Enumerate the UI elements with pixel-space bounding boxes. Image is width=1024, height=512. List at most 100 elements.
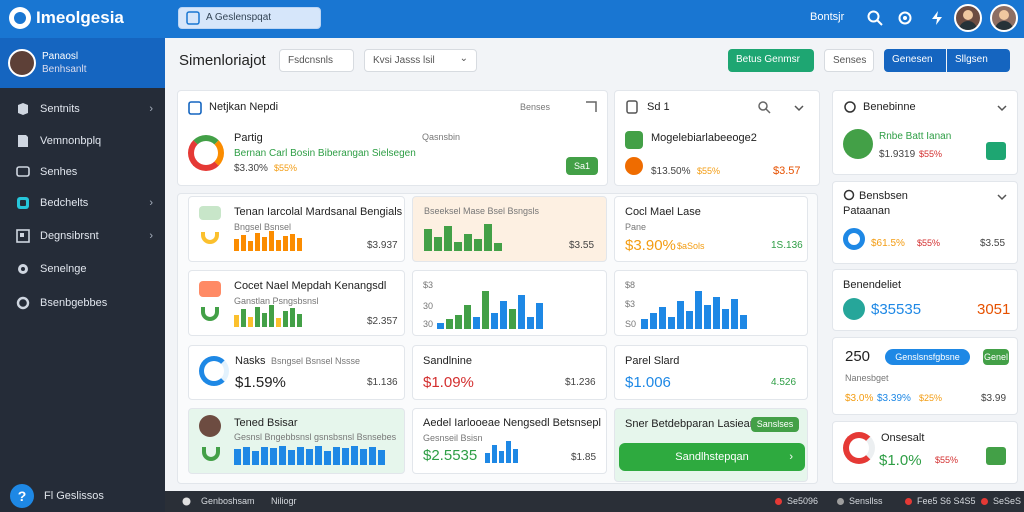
status-bar: Genboshsam Niliogr Se5096 Sensllss Fee5 … bbox=[165, 491, 1024, 512]
status-icon bbox=[625, 157, 643, 175]
sidebar-item-1[interactable]: Sentnits › bbox=[0, 95, 165, 125]
sidebar-item-3[interactable]: Senhes bbox=[0, 158, 165, 188]
status-badge[interactable]: Sanslses bbox=[751, 417, 799, 432]
top-bar: Imeolgesia A Geslenspqat Bontsjr bbox=[0, 0, 1024, 38]
avatar[interactable] bbox=[954, 4, 982, 32]
bar bbox=[269, 231, 274, 251]
bar bbox=[446, 319, 453, 329]
bar bbox=[491, 313, 498, 329]
bar bbox=[509, 309, 516, 329]
item-delta: $25% bbox=[919, 393, 943, 403]
avatar-secondary[interactable] bbox=[990, 4, 1018, 32]
sidebar-item-label: Bedchelts bbox=[40, 197, 89, 209]
blue-action-button-2[interactable]: Sllgsen bbox=[947, 49, 1010, 72]
bar bbox=[255, 233, 260, 251]
bar bbox=[288, 450, 295, 465]
bar bbox=[482, 291, 489, 329]
primary-cta-button[interactable]: Sandlhstepqan › bbox=[619, 443, 805, 471]
card-delta: $aSols bbox=[677, 241, 705, 251]
check-icon bbox=[625, 131, 643, 149]
app-title: Imeolgesia bbox=[36, 8, 124, 27]
top-link[interactable]: Bontsjr bbox=[810, 11, 845, 23]
blue-action-button[interactable]: Genesen bbox=[884, 49, 946, 72]
sidebar-user[interactable]: Panaosl Benhsanlt bbox=[0, 38, 165, 88]
card-title: Netjkan Nepdi bbox=[209, 101, 279, 113]
bar bbox=[500, 301, 507, 329]
chat-icon bbox=[16, 166, 30, 177]
bar bbox=[306, 449, 313, 465]
bar bbox=[276, 318, 281, 327]
bar bbox=[248, 317, 253, 327]
bar-chart bbox=[234, 305, 302, 327]
axis-label-3: S0 bbox=[625, 319, 637, 329]
status-badge[interactable]: Genslsnsfgbsne bbox=[885, 349, 970, 365]
card-c6: Cocet Nael Mepdah Kenangsdl Ganstlan Psn… bbox=[188, 270, 405, 336]
status-badge-2[interactable]: Genel bbox=[983, 349, 1009, 365]
card-c9: Nasks Bsngsel Bsnsel Nssse $1.59% $1.136 bbox=[188, 345, 405, 400]
status-dot-red bbox=[905, 498, 912, 505]
card-title: Bseeksel Mase Bsel Bsngsls bbox=[424, 206, 540, 216]
bolt-icon[interactable] bbox=[928, 9, 946, 27]
action-button[interactable] bbox=[986, 142, 1006, 160]
chevron-down-icon[interactable] bbox=[995, 101, 1009, 115]
status-icon bbox=[843, 129, 873, 159]
bar bbox=[243, 447, 250, 465]
sidebar-item-7[interactable]: Bsenbgebbes bbox=[0, 289, 165, 319]
search-icon[interactable] bbox=[757, 100, 771, 114]
search-icon[interactable] bbox=[866, 9, 884, 27]
item-mid-value: $3.39% bbox=[877, 393, 911, 404]
sidebar-item-5[interactable]: Degnsibrsnt › bbox=[0, 222, 165, 252]
card-button[interactable]: Sa1 bbox=[566, 157, 598, 175]
card-title: Tenan Iarcolal Mardsanal Bengials bbox=[234, 206, 403, 218]
bar bbox=[351, 446, 358, 465]
card-value: $1.09% bbox=[423, 374, 474, 391]
bar bbox=[473, 317, 480, 329]
help-label[interactable]: Fl Geslissos bbox=[44, 490, 104, 502]
bar bbox=[484, 224, 492, 251]
help-icon[interactable]: ? bbox=[10, 484, 34, 508]
settings-icon[interactable] bbox=[896, 9, 914, 27]
bar bbox=[499, 451, 504, 463]
sidebar-item-label: Bsenbgebbes bbox=[40, 297, 108, 309]
secondary-button[interactable]: Senses bbox=[824, 49, 874, 72]
sidebar-item-2[interactable]: Vemnonbplq bbox=[0, 127, 165, 157]
item-value: $35535 bbox=[871, 301, 922, 318]
bar bbox=[276, 240, 281, 251]
axis-label-3: 30 bbox=[423, 319, 434, 329]
card-c12: Tened Bsisar Gesnsl Bngebbsnsl gsnsbsnsl… bbox=[188, 408, 405, 474]
bar bbox=[369, 447, 376, 465]
filter-dropdown[interactable]: Kvsi Jasss lsil ⌄ bbox=[364, 49, 477, 72]
footer-label-2[interactable]: Niliogr bbox=[271, 496, 297, 506]
card-subtitle: Gesnseil Bsisn bbox=[423, 433, 483, 443]
status-dot-red bbox=[981, 498, 988, 505]
primary-action-button[interactable]: Betus Genmsr bbox=[728, 49, 814, 72]
item-title: Mogelebiarlabeeoge2 bbox=[651, 132, 757, 144]
sidebar-item-label: Sentnits bbox=[40, 103, 80, 115]
bar-chart bbox=[234, 445, 385, 465]
chevron-down-icon[interactable] bbox=[995, 190, 1009, 204]
clipboard-icon bbox=[626, 100, 638, 114]
filter-button[interactable]: Fsdcnsnls bbox=[279, 49, 354, 72]
bar bbox=[713, 297, 720, 329]
gear-icon bbox=[18, 264, 28, 274]
card-2: Sd 1 Mogelebiarlabeeoge2 $13.50% $55% $3… bbox=[614, 90, 820, 186]
sidebar-item-6[interactable]: Senelnge bbox=[0, 255, 165, 285]
bar bbox=[279, 446, 286, 465]
bar bbox=[333, 447, 340, 465]
bar bbox=[536, 303, 543, 329]
action-button[interactable] bbox=[986, 447, 1006, 465]
card-c13: Aedel Iarlooeae Nengsedl Betsnsepl Gesns… bbox=[412, 408, 607, 474]
expand-icon[interactable] bbox=[583, 99, 599, 115]
bar bbox=[474, 239, 482, 251]
bar bbox=[506, 441, 511, 463]
logo-icon bbox=[9, 7, 31, 29]
bar bbox=[437, 323, 444, 329]
sidebar-item-4[interactable]: Bedchelts › bbox=[0, 189, 165, 219]
card-right-value: $1.236 bbox=[565, 377, 596, 388]
search-input[interactable]: A Geslenspqat bbox=[178, 7, 321, 29]
chevron-down-icon[interactable] bbox=[792, 101, 806, 115]
item-title: Partig bbox=[234, 132, 263, 144]
card-r2: Bensbsen Pataanan $61.5% $55% $3.55 bbox=[832, 181, 1018, 264]
document-icon bbox=[188, 101, 202, 115]
footer-label-1[interactable]: Genboshsam bbox=[201, 496, 255, 506]
